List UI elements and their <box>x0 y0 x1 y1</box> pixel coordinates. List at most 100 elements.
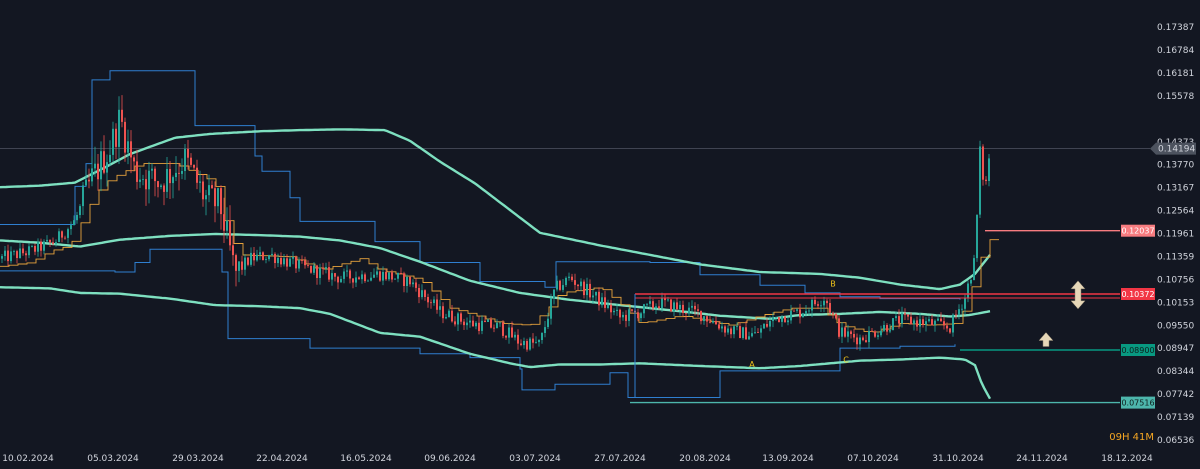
candle <box>550 293 552 325</box>
candle <box>535 336 537 344</box>
donchian-upper-line <box>0 70 961 300</box>
candle <box>184 144 186 180</box>
candle <box>334 272 336 282</box>
candle <box>856 333 858 350</box>
candle <box>559 279 561 292</box>
candle <box>151 163 153 179</box>
candle <box>133 155 135 172</box>
candle <box>787 316 789 326</box>
candle <box>424 289 426 301</box>
y-tick-label: 0.10756 <box>1157 275 1194 285</box>
level-price-tag <box>1121 396 1155 409</box>
candle <box>949 328 951 334</box>
x-tick-label: 03.07.2024 <box>509 454 561 464</box>
candle <box>895 311 897 321</box>
candle <box>757 328 759 333</box>
candle <box>727 325 729 335</box>
candle <box>145 169 147 206</box>
candle <box>553 289 555 305</box>
candle <box>160 183 162 190</box>
candle <box>862 335 864 342</box>
candle <box>172 175 174 199</box>
candle <box>658 300 660 310</box>
candle <box>568 272 570 281</box>
candle <box>868 326 870 349</box>
candle <box>241 255 243 275</box>
candle <box>481 315 483 335</box>
candle <box>982 144 984 186</box>
candle <box>607 299 609 310</box>
candle <box>655 303 657 314</box>
candle <box>604 290 606 313</box>
candle <box>487 318 489 322</box>
candle <box>508 323 510 344</box>
candle <box>643 303 645 319</box>
candle <box>724 324 726 337</box>
candle <box>121 95 123 128</box>
candle <box>580 278 582 291</box>
candle <box>823 296 825 313</box>
band-lower-line <box>0 286 992 400</box>
y-tick-label: 0.09550 <box>1157 321 1194 331</box>
pattern-label: A <box>749 360 755 369</box>
candle <box>367 279 369 282</box>
y-tick-label: 0.06536 <box>1157 436 1194 446</box>
candle <box>907 314 909 321</box>
candle <box>322 262 324 275</box>
candle <box>1 254 3 263</box>
candle <box>844 326 846 338</box>
candle <box>754 326 756 334</box>
candle <box>271 247 273 257</box>
candle <box>37 238 39 257</box>
candle <box>208 174 210 203</box>
candle <box>295 255 297 273</box>
candle <box>289 255 291 267</box>
candle <box>100 141 102 192</box>
band-upper-line <box>0 128 991 291</box>
y-tick-label: 0.13770 <box>1157 161 1194 171</box>
y-tick-label: 0.07742 <box>1157 390 1194 400</box>
x-axis[interactable]: 10.02.2024 05.03.2024 29.03.2024 22.04.2024… <box>2 454 1153 464</box>
candle <box>694 302 696 316</box>
candle <box>391 269 393 283</box>
y-axis[interactable]: 0.173870.167840.161810.155780.143730.137… <box>1150 23 1196 446</box>
candle <box>298 257 300 272</box>
candle <box>925 317 927 332</box>
candle <box>451 305 453 323</box>
candle <box>328 261 330 282</box>
candle <box>700 310 702 325</box>
candle <box>268 254 270 262</box>
candle <box>871 328 873 332</box>
candle <box>928 316 930 323</box>
candle <box>679 300 681 316</box>
x-tick-label: 27.07.2024 <box>594 454 646 464</box>
candle <box>574 273 576 290</box>
candle <box>979 140 981 218</box>
candle <box>223 197 225 243</box>
annotations-layer: A B C <box>749 279 1086 369</box>
candles-layer <box>1 95 990 352</box>
y-tick-label: 0.16181 <box>1157 69 1194 79</box>
candle <box>523 337 525 349</box>
candle <box>229 205 231 251</box>
candle <box>850 329 852 339</box>
candle <box>583 279 585 299</box>
candle <box>748 331 750 340</box>
level-price-tag <box>1121 344 1155 356</box>
candle <box>454 316 456 327</box>
candle <box>196 159 198 190</box>
candle <box>349 268 351 284</box>
candle <box>961 304 963 314</box>
candle <box>586 277 588 301</box>
candle <box>379 270 381 282</box>
candle <box>307 260 309 268</box>
candle <box>976 214 978 262</box>
candle <box>265 256 267 264</box>
candle <box>853 328 855 343</box>
candle <box>721 321 723 333</box>
x-tick-label: 29.03.2024 <box>172 454 224 464</box>
candle <box>883 320 885 332</box>
current-price-tag <box>1150 142 1196 155</box>
candle <box>610 300 612 319</box>
